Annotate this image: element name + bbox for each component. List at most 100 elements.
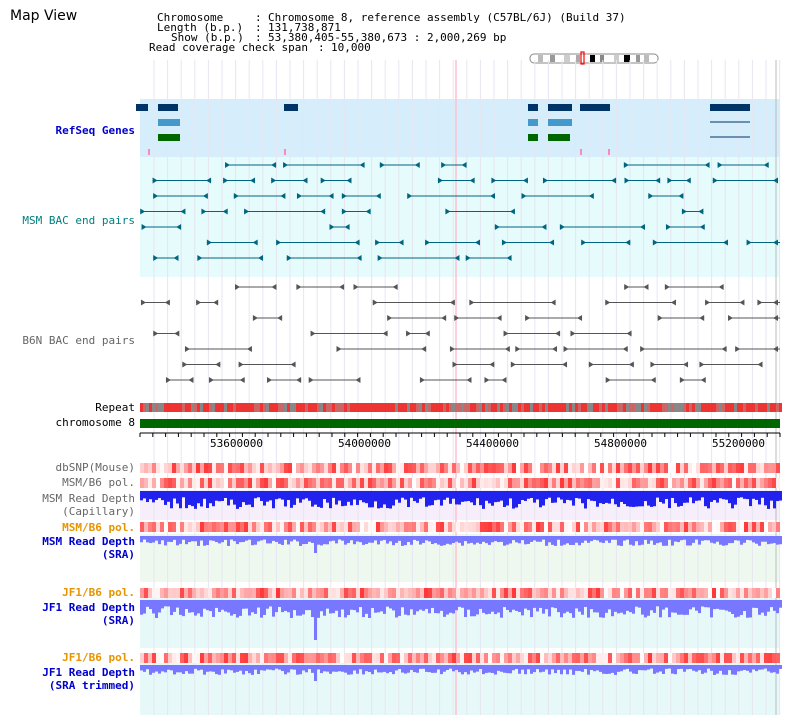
- heat-cell: [512, 478, 516, 488]
- depth-bar: [764, 600, 767, 616]
- heat-cell: [332, 463, 336, 473]
- depth-bar: [581, 600, 584, 615]
- depth-bar: [518, 600, 521, 613]
- depth-bar: [632, 536, 635, 546]
- depth-bar: [551, 600, 554, 608]
- repeat-segment: [563, 403, 566, 412]
- heat-cell: [200, 463, 204, 473]
- bac-pair: [678, 193, 684, 199]
- track-label-msm-bac[interactable]: MSM BAC end pairs: [22, 214, 135, 227]
- bac-pair: [640, 346, 646, 352]
- track-label-msm-depth-cap[interactable]: MSM Read Depth: [42, 492, 135, 505]
- coverage-key: Read coverage check span: [149, 41, 308, 54]
- track-label-b6n-bac[interactable]: B6N BAC end pairs: [22, 334, 135, 347]
- depth-bar: [200, 536, 203, 541]
- heat-cell: [212, 653, 216, 663]
- heat-cell: [280, 478, 284, 488]
- heat-cell: [680, 522, 684, 532]
- track-label-dbsnp[interactable]: dbSNP(Mouse): [55, 461, 135, 474]
- heat-cell: [420, 653, 424, 663]
- depth-bar: [323, 600, 326, 616]
- track-label-jf1-b6-pol[interactable]: JF1/B6 pol.: [62, 586, 135, 599]
- heat-cell: [612, 463, 616, 473]
- bac-pair: [670, 299, 676, 306]
- track-label-jf1-b6-pol-2[interactable]: JF1/B6 pol.: [62, 651, 135, 664]
- heat-cell: [532, 463, 536, 473]
- repeat-segment: [701, 403, 704, 412]
- heat-cell: [208, 463, 212, 473]
- track-label-chromosome[interactable]: chromosome 8: [55, 416, 135, 429]
- depth-bar: [656, 665, 659, 673]
- repeat-segment: [461, 403, 464, 412]
- heat-cell: [620, 463, 624, 473]
- depth-bar: [620, 491, 623, 502]
- repeat-segment: [725, 403, 728, 412]
- heat-cell: [588, 478, 592, 488]
- heat-cell: [184, 478, 188, 488]
- repeat-segment: [335, 403, 338, 412]
- depth-bar: [254, 665, 257, 670]
- heat-cell: [248, 463, 252, 473]
- depth-bar: [389, 665, 392, 673]
- depth-bar: [752, 491, 755, 499]
- depth-bar: [263, 600, 266, 615]
- track-label-repeat[interactable]: Repeat: [95, 401, 135, 414]
- repeat-segment: [533, 403, 536, 412]
- heat-cell: [260, 522, 264, 532]
- repeat-segment: [680, 403, 683, 412]
- depth-bar: [557, 600, 560, 613]
- depth-bar: [428, 600, 431, 614]
- heat-cell: [152, 478, 156, 488]
- depth-bar: [470, 665, 473, 671]
- heat-cell: [624, 463, 628, 473]
- repeat-segment: [464, 403, 467, 412]
- depth-bar: [422, 536, 425, 543]
- repeat-segment: [173, 403, 176, 412]
- depth-bar: [368, 600, 371, 618]
- depth-bar: [236, 491, 239, 509]
- depth-bar: [605, 665, 608, 674]
- track-label-jf1-depth-sra[interactable]: JF1 Read Depth: [42, 601, 135, 614]
- heat-cell: [556, 522, 560, 532]
- depth-bar: [662, 491, 665, 504]
- depth-bar: [260, 600, 263, 618]
- repeat-segment: [329, 403, 332, 412]
- depth-bar: [452, 536, 455, 544]
- depth-bar: [683, 600, 686, 615]
- depth-bar: [257, 536, 260, 542]
- heat-cell: [304, 463, 308, 473]
- depth-bar: [368, 536, 371, 543]
- heat-cell: [636, 588, 640, 598]
- heat-cell: [164, 478, 168, 488]
- bac-pair: [296, 377, 302, 383]
- heat-cell: [528, 478, 532, 488]
- depth-bar: [740, 600, 743, 615]
- track-label-msm-b6-pol[interactable]: MSM/B6 pol.: [62, 476, 135, 489]
- heat-cell: [316, 463, 320, 473]
- gene-feature: [158, 104, 178, 111]
- bac-pair: [503, 330, 509, 337]
- heat-cell: [488, 522, 492, 532]
- repeat-segment: [455, 403, 458, 412]
- depth-bar: [245, 665, 248, 671]
- heat-cell: [684, 653, 688, 663]
- repeat-segment: [215, 403, 218, 412]
- depth-bar: [413, 491, 416, 502]
- heat-cell: [460, 653, 464, 663]
- depth-bar: [140, 491, 143, 501]
- track-label-msm-b6-pol-2[interactable]: MSM/B6 pol.: [62, 521, 135, 534]
- heat-cell: [368, 588, 372, 598]
- depth-bar: [446, 536, 449, 544]
- depth-bar: [668, 665, 671, 669]
- heat-cell: [192, 463, 196, 473]
- track-label-jf1-depth-trim[interactable]: JF1 Read Depth: [42, 666, 135, 679]
- depth-bar: [215, 536, 218, 543]
- track-label-refseq[interactable]: RefSeq Genes: [55, 124, 135, 137]
- depth-bar: [443, 600, 446, 617]
- bac-pair: [174, 330, 180, 337]
- heat-cell: [384, 463, 388, 473]
- depth-bar: [413, 600, 416, 615]
- repeat-segment: [551, 403, 554, 412]
- track-label-msm-depth-sra[interactable]: MSM Read Depth: [42, 535, 135, 548]
